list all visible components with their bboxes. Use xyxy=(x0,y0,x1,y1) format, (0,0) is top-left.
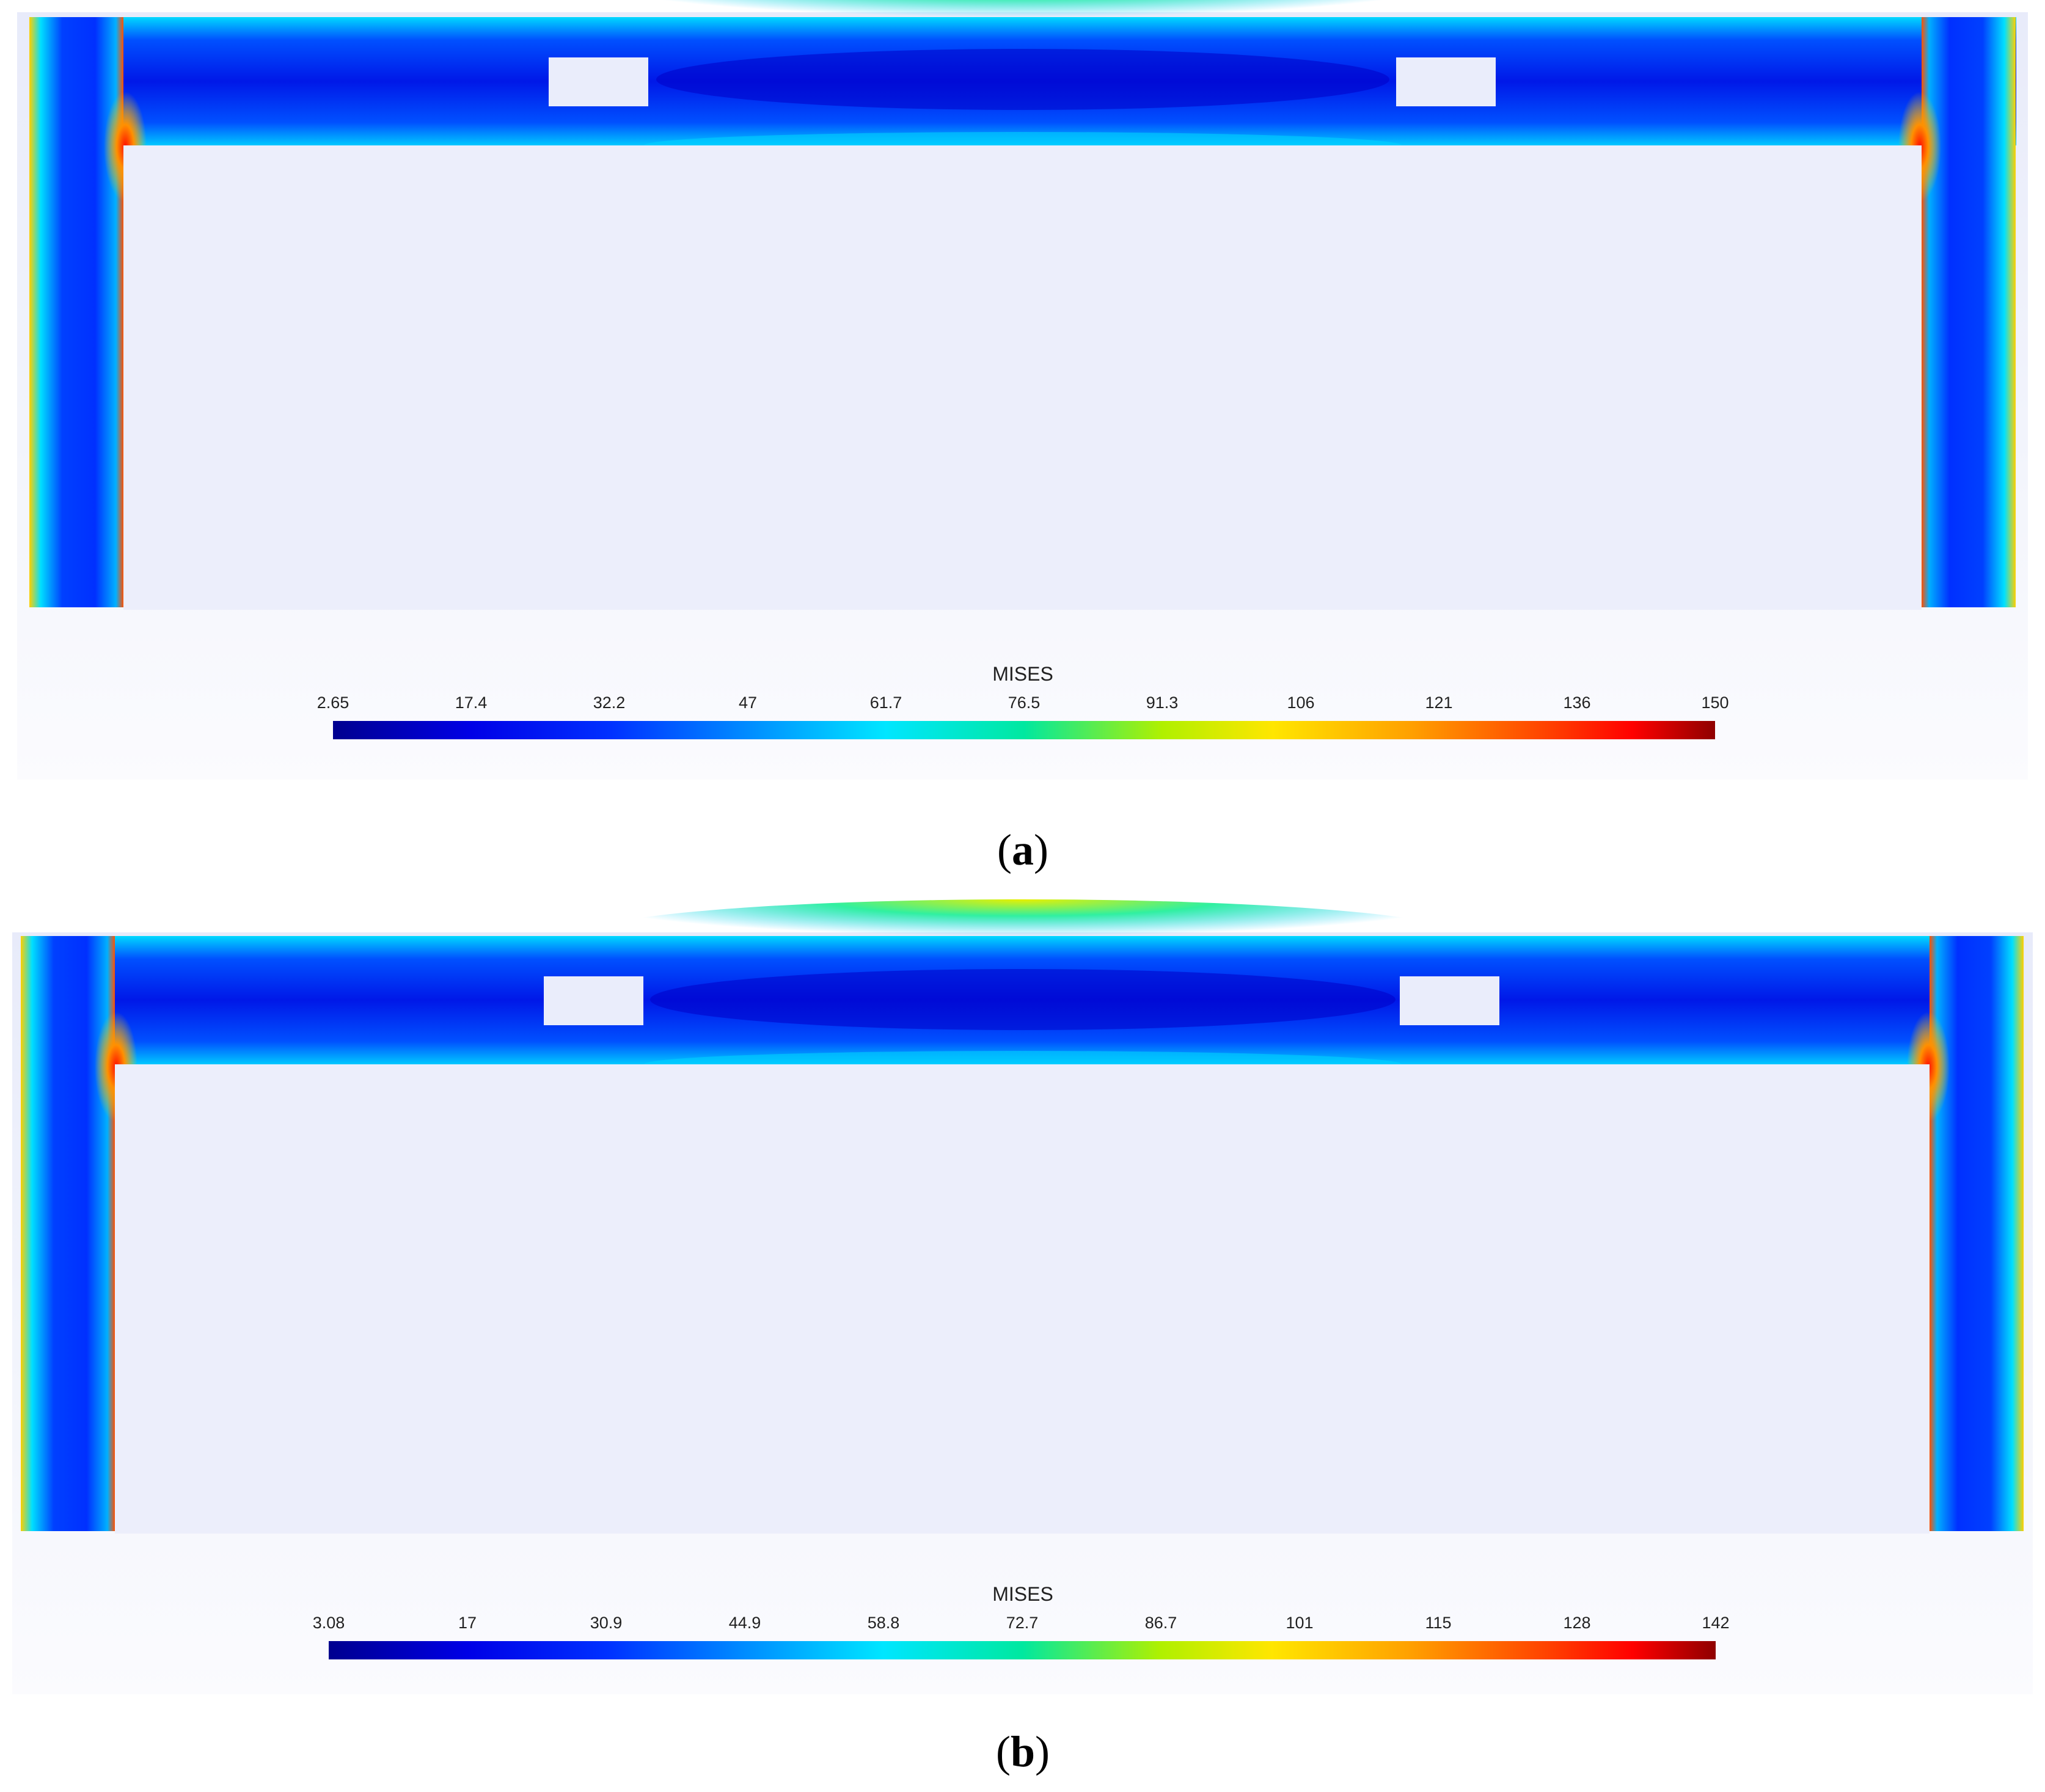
frame-opening xyxy=(123,145,1922,610)
legend-title: MISES xyxy=(992,1583,1053,1605)
panel-caption-a: (a) xyxy=(931,825,1114,876)
colorbar-tick: 61.7 xyxy=(869,693,902,712)
beam-high-stress-zone xyxy=(583,899,1463,973)
left-column-region xyxy=(21,936,115,1531)
beam-hole-right xyxy=(1396,57,1496,106)
beam-high-stress-zone xyxy=(595,0,1451,54)
colorbar xyxy=(333,721,1715,739)
panel-b: MISES 3.08 17 30.9 44.9 58.8 72.7 86.7 1… xyxy=(0,896,2045,1792)
caption-letter: a xyxy=(1012,825,1034,874)
colorbar-tick: 101 xyxy=(1286,1614,1314,1632)
beam-hole-left xyxy=(549,57,648,106)
left-column-region xyxy=(29,17,123,607)
caption-close-paren: ) xyxy=(1034,825,1048,874)
colorbar-tick: 106 xyxy=(1287,693,1315,712)
colorbar-tick: 86.7 xyxy=(1144,1614,1177,1632)
right-column-region xyxy=(1930,936,2024,1531)
colorbar-tick: 30.9 xyxy=(590,1614,623,1632)
colorbar-tick: 47 xyxy=(738,693,758,712)
right-column-region xyxy=(1922,17,2016,607)
colorbar-tick: 76.5 xyxy=(1008,693,1041,712)
colorbar xyxy=(329,1641,1716,1659)
colorbar-tick: 2.65 xyxy=(316,693,349,712)
stress-contour-plot-a xyxy=(29,0,2016,610)
caption-open-paren: ( xyxy=(997,825,1012,874)
colorbar-tick: 136 xyxy=(1563,693,1591,712)
colorbar-tick: 142 xyxy=(1702,1614,1730,1632)
beam-hole-right xyxy=(1400,976,1499,1025)
panel-a: MISES 2.65 17.4 32.2 47 61.7 76.5 91.3 1… xyxy=(17,0,2028,876)
colorbar-tick: 3.08 xyxy=(312,1614,345,1632)
colorbar-tick: 150 xyxy=(1701,693,1729,712)
colorbar-tick: 17 xyxy=(458,1614,477,1632)
colorbar-tick: 32.2 xyxy=(593,693,626,712)
colorbar-tick: 17.4 xyxy=(455,693,488,712)
colorbar-tick: 44.9 xyxy=(728,1614,761,1632)
colorbar-tick: 128 xyxy=(1563,1614,1591,1632)
frame-opening xyxy=(115,1064,1930,1534)
colorbar-tick: 91.3 xyxy=(1146,693,1179,712)
legend-title: MISES xyxy=(992,663,1053,685)
panel-caption-b: (b) xyxy=(931,1727,1114,1777)
colorbar-tick: 58.8 xyxy=(867,1614,900,1632)
stress-contour-plot-b xyxy=(21,899,2024,1534)
caption-close-paren: ) xyxy=(1035,1727,1050,1776)
caption-open-paren: ( xyxy=(995,1727,1011,1776)
colorbar-tick: 115 xyxy=(1425,1614,1452,1632)
colorbar-tick: 72.7 xyxy=(1006,1614,1039,1632)
caption-letter: b xyxy=(1010,1727,1036,1776)
beam-hole-left xyxy=(544,976,643,1025)
colorbar-tick: 121 xyxy=(1425,693,1453,712)
